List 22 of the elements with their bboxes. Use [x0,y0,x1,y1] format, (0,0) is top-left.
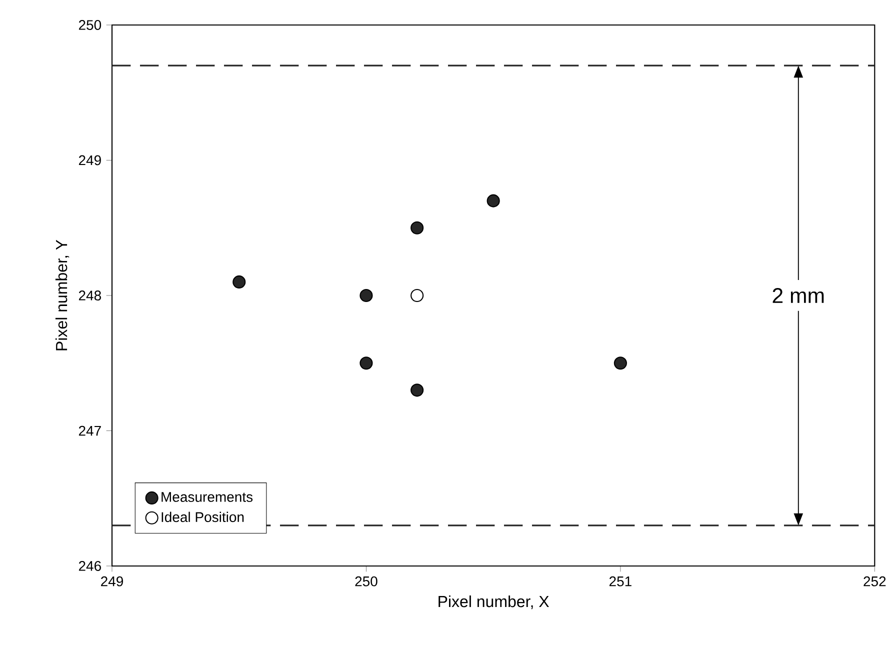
legend-label: Measurements [162,492,253,502]
legend-label: Ideal Position [162,512,244,522]
point [410,288,424,302]
annotation: 2 mm [772,288,824,303]
point [232,275,246,288]
point [614,356,627,370]
y-tick-label: 250 [78,20,102,30]
y-tick-label: 248 [78,290,101,300]
y-tick-label: 246 [78,561,101,571]
point [410,221,424,234]
y-axis-title: Pixel number, Y [55,240,70,350]
x-tick-label: 252 [864,576,886,586]
point [410,384,424,397]
x-tick-label: 249 [101,576,124,586]
point [486,194,500,208]
x-tick-label: 251 [609,576,632,586]
x-tick-label: 250 [355,576,378,586]
y-tick-label: 249 [78,155,101,166]
point [360,356,373,370]
y-tick-label: 247 [78,426,101,436]
x-axis-title: Pixel number, X [438,595,549,610]
point [360,288,373,302]
